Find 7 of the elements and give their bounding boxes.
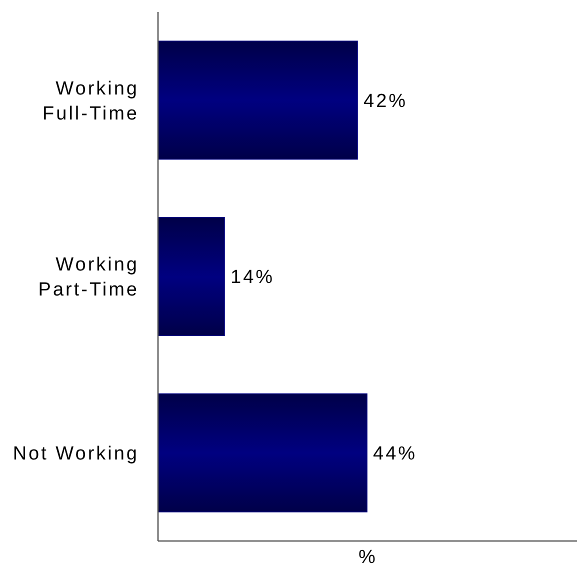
data-label: 14% [230, 267, 275, 288]
y-tick-label: Working Full-Time [42, 78, 139, 124]
x-axis-title: % [358, 547, 376, 567]
data-label: 42% [364, 90, 408, 112]
y-tick-label: Not Working [12, 443, 139, 464]
y-tick-label: Working Part-Time [38, 254, 139, 301]
data-label: 44% [373, 443, 418, 464]
